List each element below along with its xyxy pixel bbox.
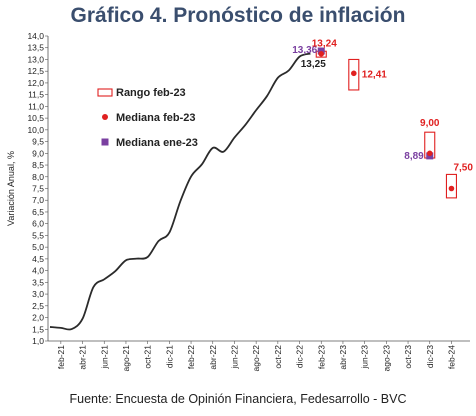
- y-tick-label: 6,0: [32, 219, 44, 229]
- x-tick-label: abr-22: [208, 345, 218, 370]
- legend-mediana-ene-swatch: [101, 138, 109, 146]
- legend-label-rango: Rango feb-23: [116, 87, 186, 99]
- y-tick-label: 5,0: [32, 242, 44, 252]
- x-tick-label: ago-23: [381, 345, 391, 372]
- forecast-range-box: [445, 173, 458, 199]
- y-tick-label: 12,0: [27, 78, 44, 88]
- x-tick-label: feb-21: [56, 345, 66, 369]
- y-tick-label: 3,5: [32, 277, 44, 287]
- y-tick-label: 14,0: [27, 31, 44, 41]
- y-tick-label: 7,5: [32, 184, 44, 194]
- y-tick-label: 1,5: [32, 324, 44, 334]
- y-tick-label: 11,0: [28, 101, 44, 111]
- y-tick-label: 2,0: [32, 313, 44, 323]
- y-tick-label: 8,5: [32, 160, 44, 170]
- x-tick-label: ago-22: [251, 345, 261, 372]
- y-tick-label: 4,0: [32, 266, 44, 276]
- x-tick-label: abr-23: [338, 345, 348, 370]
- source-note: Fuente: Encuesta de Opinión Financiera, …: [69, 392, 407, 406]
- mediana-feb-label: 9,00: [420, 118, 440, 129]
- forecast-range-box: [348, 58, 360, 91]
- mediana-feb-label: 12,41: [362, 69, 387, 80]
- mediana-feb-label: 7,50: [453, 162, 473, 173]
- y-tick-label: 13,5: [27, 43, 44, 53]
- y-tick-label: 7,0: [32, 195, 44, 205]
- y-tick-label: 6,5: [32, 207, 44, 217]
- inflation-series-line: [49, 52, 311, 331]
- x-tick-label: feb-24: [446, 345, 456, 369]
- mediana-feb-marker: [318, 51, 325, 57]
- legend-mediana-feb-swatch: [102, 114, 108, 120]
- x-tick-label: oct-21: [143, 345, 153, 369]
- y-tick-label: 8,0: [32, 172, 44, 182]
- x-tick-label: oct-22: [273, 345, 283, 369]
- mediana-ene-marker: [317, 47, 325, 55]
- mediana-feb-label: 13,24: [312, 38, 337, 49]
- actual-value-label: 13,25: [301, 59, 326, 70]
- y-tick-label: 9,0: [32, 148, 44, 158]
- y-tick-label: 13,0: [27, 54, 44, 64]
- y-tick-label: 1,0: [32, 336, 44, 346]
- mediana-ene-label: 8,89: [404, 151, 424, 162]
- y-tick-label: 12,5: [27, 66, 44, 76]
- x-tick-label: oct-23: [403, 345, 413, 369]
- y-axis-label: Variación Anual, %: [6, 151, 16, 226]
- legend-label-mediana-feb: Mediana feb-23: [116, 112, 195, 124]
- x-tick-label: feb-23: [316, 345, 326, 369]
- x-tick-label: jun-23: [360, 345, 370, 370]
- y-tick-label: 11,5: [28, 90, 44, 100]
- y-tick-label: 2,5: [32, 301, 44, 311]
- y-tick-label: 10,0: [27, 125, 44, 135]
- y-tick-label: 5,5: [32, 230, 44, 240]
- legend-range-swatch: [97, 88, 113, 97]
- x-tick-label: jun-22: [229, 345, 239, 370]
- mediana-feb-marker: [426, 150, 433, 157]
- mediana-feb-marker: [351, 70, 357, 77]
- chart-title: Gráfico 4. Pronóstico de inflación: [70, 4, 406, 27]
- y-tick-label: 4,5: [32, 254, 44, 264]
- mediana-feb-marker: [448, 185, 455, 192]
- x-tick-label: dic-22: [295, 345, 305, 368]
- y-tick-label: 10,5: [27, 113, 44, 123]
- x-tick-label: feb-22: [186, 345, 196, 369]
- legend-label-mediana-ene: Mediana ene-23: [116, 137, 198, 149]
- x-tick-label: jun-21: [99, 345, 109, 370]
- y-tick-label: 9,5: [32, 137, 44, 147]
- mediana-ene-label: 13,36: [292, 45, 317, 56]
- y-tick-label: 3,0: [32, 289, 44, 299]
- x-tick-label: dic-23: [425, 345, 435, 368]
- x-tick-label: dic-21: [164, 345, 174, 368]
- x-tick-label: abr-21: [78, 345, 88, 370]
- x-tick-label: ago-21: [121, 345, 131, 372]
